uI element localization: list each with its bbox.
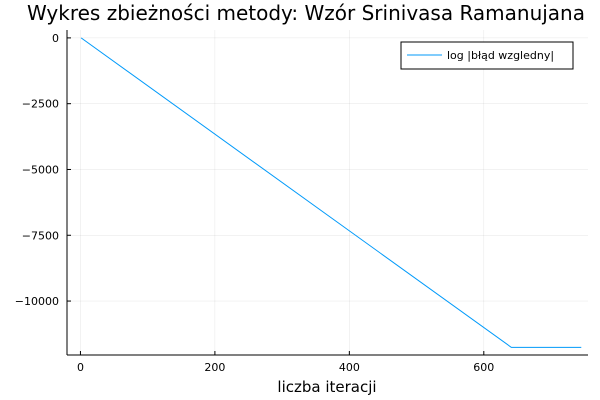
y-tick-label: −5000 (22, 163, 59, 176)
x-tick-labels: 0 200 400 600 (77, 351, 494, 374)
axes (66, 30, 588, 356)
series-line (80, 37, 582, 348)
x-tick-label: 200 (204, 361, 225, 374)
y-tick-label: −2500 (22, 98, 59, 111)
series-lines (80, 37, 582, 348)
grid-lines (67, 30, 588, 355)
y-tick-label: −10000 (15, 295, 59, 308)
x-tick-label: 600 (473, 361, 494, 374)
y-tick-label: −7500 (22, 229, 59, 242)
x-tick-label: 0 (77, 361, 84, 374)
y-tick-labels: 0 −2500 −5000 −7500 −10000 (15, 32, 71, 308)
x-axis-label: liczba iteracji (277, 378, 376, 396)
chart-title: Wykres zbieżności metody: Wzór Srinivasa… (27, 1, 585, 25)
x-tick-label: 400 (339, 361, 360, 374)
legend-label: log |błąd wzgledny| (447, 49, 554, 62)
y-tick-label: 0 (52, 32, 59, 45)
legend: log |błąd wzgledny| (400, 41, 574, 70)
